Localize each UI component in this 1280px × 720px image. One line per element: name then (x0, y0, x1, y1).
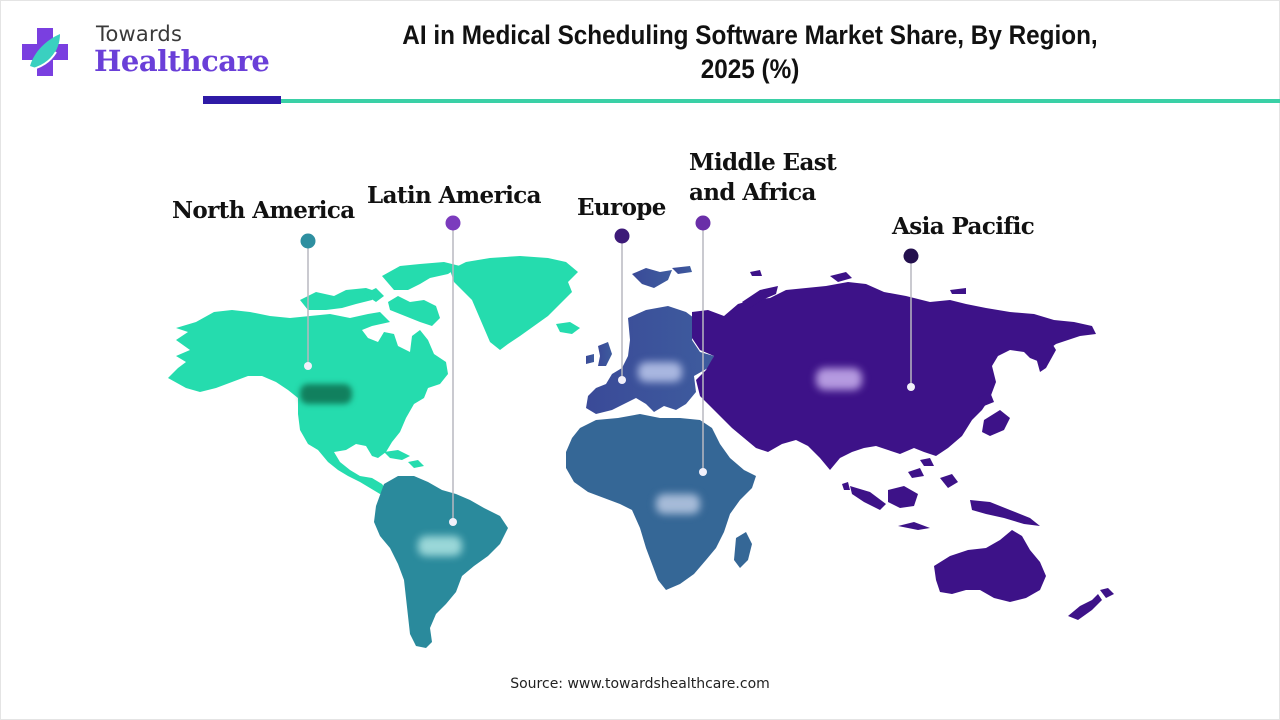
anchor-dots (304, 362, 915, 526)
marker-europe (614, 228, 630, 244)
label-europe: Europe (577, 194, 666, 221)
region-europe[interactable] (586, 266, 714, 414)
marker-latin-america (445, 215, 461, 231)
label-middle-east-africa: Middle East and Africa (689, 148, 837, 208)
value-asia-pacific (816, 368, 862, 390)
label-north-america: North America (172, 197, 355, 224)
source-note: Source: www.towardshealthcare.com (510, 676, 770, 692)
region-latin-america[interactable] (374, 476, 508, 648)
brand-logo: Towards Healthcare (20, 22, 270, 82)
medical-cross-leaf-icon (22, 28, 68, 76)
marker-mea (695, 215, 711, 231)
label-asia-pacific: Asia Pacific (892, 213, 1035, 240)
title-rule-accent (203, 96, 281, 104)
marker-asia-pacific (903, 248, 919, 264)
value-latin-america (418, 536, 462, 556)
label-mea-line1: Middle East (689, 149, 837, 176)
logo-text-towards: Towards (96, 22, 183, 46)
logo-text-healthcare: Healthcare (94, 44, 270, 78)
label-latin-america: Latin America (367, 182, 542, 209)
label-mea-line2: and Africa (689, 179, 816, 206)
marker-north-america (300, 233, 316, 249)
title-rule (281, 99, 1280, 103)
chart-title: AI in Medical Scheduling Software Market… (345, 18, 1155, 86)
value-mea (656, 494, 700, 514)
chart-title-line1: AI in Medical Scheduling Software Market… (402, 20, 1098, 50)
region-north-america[interactable] (168, 256, 580, 494)
value-europe (638, 362, 682, 382)
leader-lines (307, 223, 912, 522)
region-asia-pacific[interactable] (692, 270, 1114, 620)
value-placeholders (300, 362, 862, 556)
chart-title-line2: 2025 (%) (700, 54, 800, 84)
value-north-america (300, 384, 352, 404)
